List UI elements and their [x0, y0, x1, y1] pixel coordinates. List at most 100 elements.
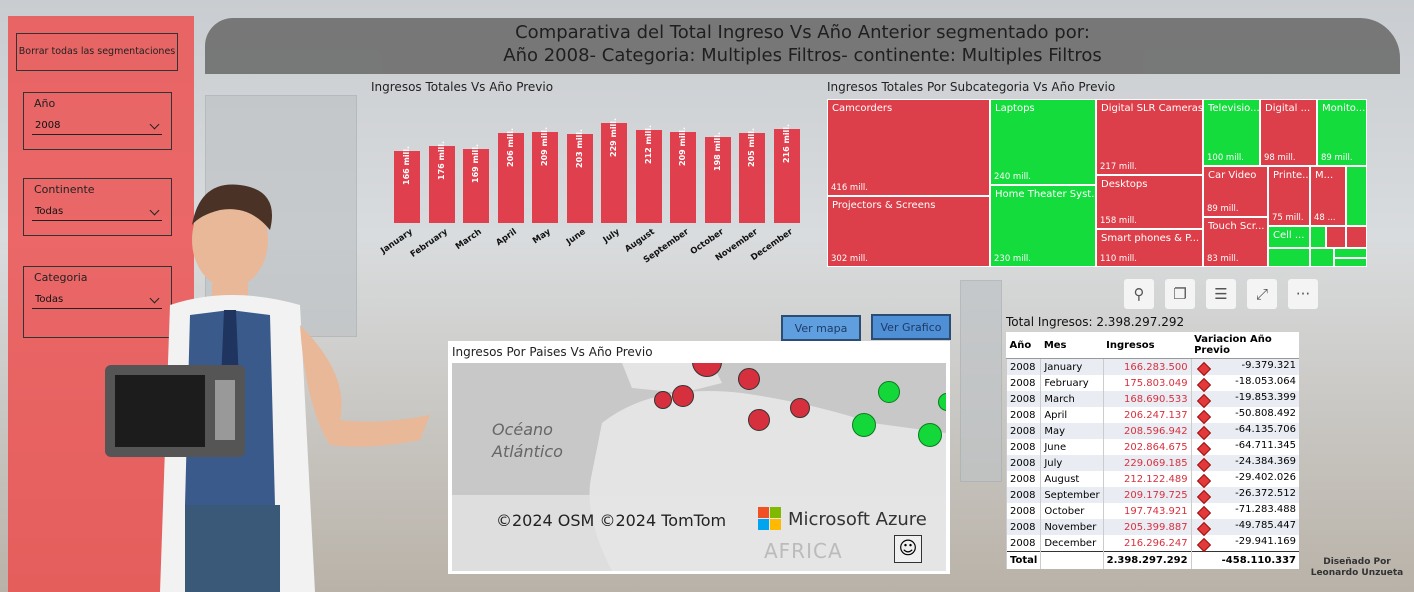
table-cell: 2008: [1005, 519, 1041, 535]
country-map: Ingresos Por Paises Vs Año Previo Océano…: [448, 341, 950, 574]
map-marker[interactable]: [852, 413, 876, 437]
cell-text: 168.690.533: [1123, 393, 1188, 405]
table-row[interactable]: 2008 September 209.179.725 -26.372.512: [1005, 487, 1299, 505]
map-marker[interactable]: [878, 381, 900, 403]
column-header[interactable]: Variacion Año Previo: [1191, 332, 1299, 359]
bar[interactable]: [601, 123, 627, 223]
bar[interactable]: [394, 150, 420, 223]
table-cell: August: [1040, 471, 1104, 487]
pin-icon[interactable]: ⚲: [1124, 279, 1154, 309]
treemap-tile[interactable]: Projectors & Screens 302 mill.: [827, 196, 990, 267]
treemap-tile[interactable]: [1346, 226, 1367, 248]
cell-text: September: [1044, 489, 1100, 501]
cell-text: 2008: [1010, 489, 1036, 501]
treemap-tile[interactable]: M... 48 ...: [1310, 166, 1346, 226]
map-marker[interactable]: [672, 385, 694, 407]
table-row[interactable]: 2008 March 168.690.533 -19.853.399: [1005, 391, 1299, 409]
cell-text: -9.379.321: [1241, 360, 1296, 371]
treemap-tile[interactable]: [1334, 248, 1367, 258]
year-dropdown[interactable]: 2008: [32, 117, 162, 135]
bar[interactable]: [566, 134, 593, 223]
treemap-tile[interactable]: Touch Scr... 83 mill.: [1203, 217, 1268, 267]
table-cell: November: [1040, 519, 1104, 535]
view-map-button[interactable]: Ver mapa: [781, 315, 861, 341]
table-row[interactable]: 2008 July 229.069.185 -24.384.369: [1005, 455, 1299, 473]
bar[interactable]: [773, 128, 800, 223]
bar[interactable]: [532, 131, 558, 223]
map-canvas[interactable]: Océano Atlántico ©2024 OSM ©2024 TomTom …: [452, 363, 946, 571]
tile-value: 89 mill.: [1207, 204, 1239, 214]
table-row[interactable]: 2008 January 166.283.500 -9.379.321: [1005, 358, 1299, 377]
cell-text: 209.179.725: [1123, 489, 1188, 501]
treemap-tile[interactable]: Digital SLR Cameras 217 mill.: [1096, 99, 1203, 175]
column-header[interactable]: Año: [1006, 332, 1041, 359]
treemap-tile[interactable]: [1310, 248, 1334, 267]
treemap-tile[interactable]: [1310, 226, 1326, 248]
table-row[interactable]: 2008 December 216.296.247 -29.941.169: [1005, 535, 1299, 553]
cell-text: December: [1044, 537, 1097, 549]
clear-filters-button[interactable]: Borrar todas las segmentaciones: [16, 33, 178, 71]
bar[interactable]: [635, 130, 662, 223]
treemap-tile[interactable]: Smart phones & P... 110 mill.: [1096, 229, 1203, 267]
category-dropdown[interactable]: Todas: [32, 291, 162, 309]
treemap-tile[interactable]: Car Video 89 mill.: [1203, 166, 1268, 217]
table-row[interactable]: 2008 November 205.399.887 -49.785.447: [1005, 519, 1299, 537]
bar[interactable]: [497, 133, 524, 223]
feedback-smiley-icon[interactable]: ☺: [894, 535, 922, 563]
table-cell: -50.808.492: [1190, 407, 1299, 425]
table-row[interactable]: 2008 May 208.596.942 -64.135.706: [1005, 423, 1299, 441]
bar[interactable]: [670, 131, 696, 223]
bar[interactable]: [428, 146, 455, 223]
table-cell: 2008: [1005, 358, 1041, 375]
table-row[interactable]: 2008 June 202.864.675 -64.711.345: [1005, 439, 1299, 457]
treemap-tile[interactable]: Home Theater Syst... 230 mill.: [990, 185, 1096, 267]
map-marker[interactable]: [790, 398, 810, 418]
bar-data-label: 209 mill.: [540, 126, 549, 166]
table-row[interactable]: 2008 February 175.803.049 -18.053.064: [1005, 375, 1299, 393]
slicer-label: Año: [34, 97, 56, 110]
table-cell: April: [1040, 407, 1104, 423]
bar[interactable]: [463, 149, 489, 223]
down-indicator-icon: [1196, 521, 1211, 537]
treemap-tile[interactable]: [1268, 248, 1310, 267]
treemap-tile[interactable]: Televisio... 100 mill.: [1203, 99, 1260, 166]
report-header: Comparativa del Total Ingreso Vs Año Ant…: [205, 18, 1400, 74]
copy-icon[interactable]: ❐: [1165, 279, 1195, 309]
focus-mode-icon[interactable]: ⤢: [1247, 279, 1277, 309]
treemap-tile[interactable]: [1334, 258, 1367, 267]
treemap-tile[interactable]: Desktops 158 mill.: [1096, 175, 1203, 229]
treemap-tile[interactable]: [1326, 226, 1346, 248]
bar[interactable]: [739, 133, 765, 223]
table-row[interactable]: 2008 October 197.743.921 -71.283.488: [1005, 503, 1299, 521]
map-marker[interactable]: [738, 368, 760, 390]
view-chart-button[interactable]: Ver Grafico: [871, 314, 951, 340]
treemap-tile[interactable]: Monito... 89 mill.: [1317, 99, 1367, 166]
dropdown-value: Todas: [35, 206, 64, 217]
treemap-tile[interactable]: Laptops 240 mill.: [990, 99, 1096, 185]
down-indicator-icon: [1196, 473, 1211, 489]
table-cell: 202.864.675: [1102, 439, 1192, 455]
table-cell: -29.941.169: [1190, 535, 1299, 553]
cell-text: 2008: [1010, 521, 1036, 533]
treemap-tile[interactable]: Cell ...: [1268, 226, 1310, 248]
table-row[interactable]: 2008 April 206.247.137 -50.808.492: [1005, 407, 1299, 425]
column-header[interactable]: Ingresos: [1103, 332, 1192, 359]
slicer-year: Año 2008: [23, 92, 172, 150]
table-cell: December: [1040, 535, 1104, 552]
table-row[interactable]: 2008 August 212.122.489 -29.402.026: [1005, 471, 1299, 489]
treemap-tile[interactable]: Printe... 75 mill.: [1268, 166, 1310, 226]
filter-icon[interactable]: ☰: [1206, 279, 1236, 309]
treemap-tile[interactable]: Digital ... 98 mill.: [1260, 99, 1317, 166]
treemap-tile[interactable]: Camcorders 416 mill.: [827, 99, 990, 196]
map-marker[interactable]: [654, 391, 672, 409]
column-header[interactable]: Mes: [1040, 332, 1104, 359]
table-cell: May: [1040, 423, 1104, 439]
bar[interactable]: [704, 136, 731, 223]
total-blank: [1040, 551, 1104, 569]
tile-label: Smart phones & P...: [1101, 233, 1200, 244]
more-options-icon[interactable]: ···: [1288, 279, 1318, 309]
map-marker[interactable]: [748, 409, 770, 431]
treemap-tile[interactable]: [1346, 166, 1367, 226]
continent-dropdown[interactable]: Todas: [32, 203, 162, 221]
map-marker[interactable]: [918, 423, 942, 447]
